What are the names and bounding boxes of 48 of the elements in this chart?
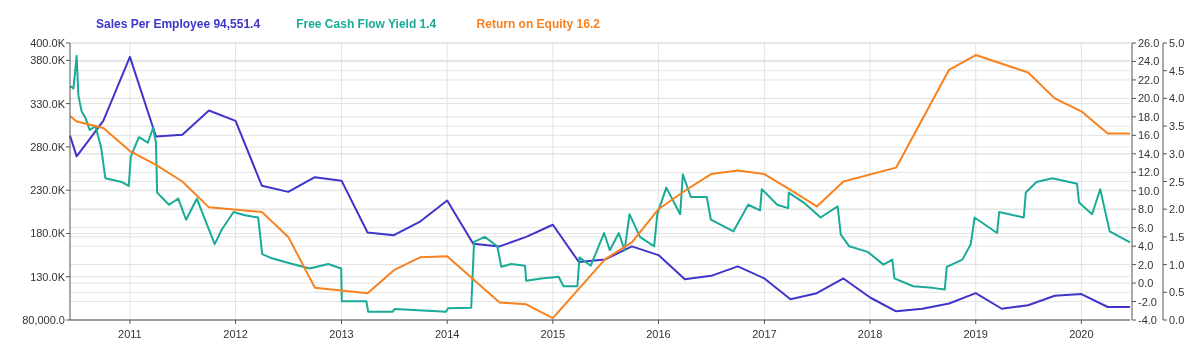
text: Free Cash Flow Yield 1.4 [296,17,437,31]
x-tick-label: 2015 [540,328,566,340]
x-tick-label: 2013 [329,328,354,340]
y2-tick-label: 24.0 [1138,55,1160,68]
y2-tick-label: 16.0 [1138,129,1160,142]
y-tick-label: 80,000.0 [22,314,65,326]
y3-tick-label: 2.0 [1169,203,1185,216]
y2-tick-label: 4.0 [1138,240,1154,253]
y2-tick-label: 20.0 [1138,92,1160,105]
x-tick-label: 2012 [223,328,248,340]
x-tick-label: 2014 [434,328,460,340]
y2-tick-label: -2.0 [1138,295,1157,308]
y3-tick-label: 4.5 [1169,64,1185,77]
y2-tick-label: 8.0 [1138,203,1154,216]
text: Sales Per Employee 94,551.4 [96,17,261,31]
y2-tick-label: 2.0 [1138,258,1154,271]
y3-tick-label: 3.5 [1169,120,1185,133]
y2-tick-label: 22.0 [1138,73,1160,86]
x-tick-label: 2018 [857,328,883,340]
y2-tick-label: -4.0 [1138,314,1157,326]
y2-tick-label: 12.0 [1138,166,1160,179]
x-tick-label: 2016 [646,328,671,340]
y-tick-label: 230.0K [30,184,66,197]
x-tick-label: 2017 [752,328,777,340]
y3-tick-label: 1.0 [1169,258,1185,271]
y-tick-label: 280.0K [30,140,66,153]
x-tick-label: 2020 [1069,328,1094,340]
y3-tick-label: 2.5 [1169,175,1185,188]
y-tick-label: 400.0K [30,37,66,49]
y2-tick-label: 0.0 [1138,277,1154,290]
y2-tick-label: 10.0 [1138,184,1160,197]
y3-tick-label: 1.5 [1169,230,1185,243]
y3-tick-label: 4.0 [1169,92,1185,105]
x-tick-label: 2011 [118,328,142,340]
text: Return on Equity 16.2 [476,17,601,31]
y3-tick-label: 0.0 [1169,314,1185,326]
y3-tick-label: 5.0 [1169,37,1185,49]
y2-tick-label: 14.0 [1138,147,1160,160]
x-tick-label: 2019 [963,328,988,340]
y3-tick-label: 0.5 [1169,286,1185,299]
y-tick-label: 380.0K [30,54,66,67]
y-tick-label: 330.0K [30,97,66,110]
y2-tick-label: 6.0 [1138,221,1154,234]
y-tick-label: 130.0K [30,270,66,283]
y-tick-label: 180.0K [30,227,66,240]
y3-tick-label: 3.0 [1169,147,1185,160]
y2-tick-label: 26.0 [1138,37,1160,49]
y2-tick-label: 18.0 [1138,110,1160,123]
